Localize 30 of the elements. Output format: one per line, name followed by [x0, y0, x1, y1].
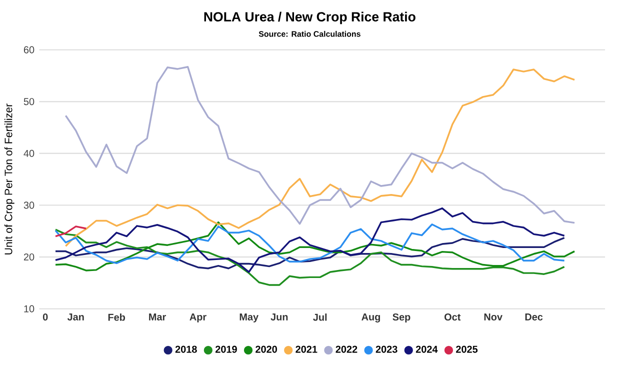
line-series — [54, 226, 87, 238]
x-tick-label: Dec — [525, 314, 543, 321]
y-tick-label: 60 — [24, 46, 34, 54]
legend-label: 2018 — [175, 346, 197, 354]
chart-title: NOLA Urea / New Crop Rice Ratio — [204, 12, 416, 24]
x-tick-label: Jul — [313, 314, 327, 322]
legend-label: 2024 — [416, 346, 438, 354]
legend-label: 2020 — [256, 346, 277, 354]
y-tick-label: 10 — [24, 305, 34, 313]
y-tick-label: 30 — [24, 202, 34, 209]
y-tick-label: 40 — [24, 150, 34, 158]
x-tick-label: Aug — [362, 314, 380, 323]
x-tick-label: Nov — [484, 314, 502, 321]
y-axis-title: Unit of Crop Per Ton of Fertilizer — [4, 104, 14, 255]
x-tick-label: 0 — [42, 314, 48, 321]
legend-label: 2025 — [456, 346, 478, 354]
x-tick-label: Mar — [149, 314, 166, 321]
x-tick-label: Jan — [67, 314, 84, 321]
legend-label: 2022 — [336, 346, 358, 354]
x-tick-label: Sep — [392, 314, 410, 323]
x-tick-label: Apr — [190, 314, 206, 323]
x-tick-label: Feb — [108, 314, 126, 322]
x-tick-label: May — [240, 314, 258, 323]
x-tick-label: Jun — [270, 314, 288, 321]
legend-label: 2021 — [296, 346, 318, 354]
y-tick-label: 20 — [24, 254, 34, 261]
y-tick-label: 50 — [24, 98, 34, 106]
x-tick-label: Oct — [444, 314, 461, 321]
legend-label: 2023 — [376, 346, 398, 354]
legend-label: 2019 — [216, 346, 237, 354]
